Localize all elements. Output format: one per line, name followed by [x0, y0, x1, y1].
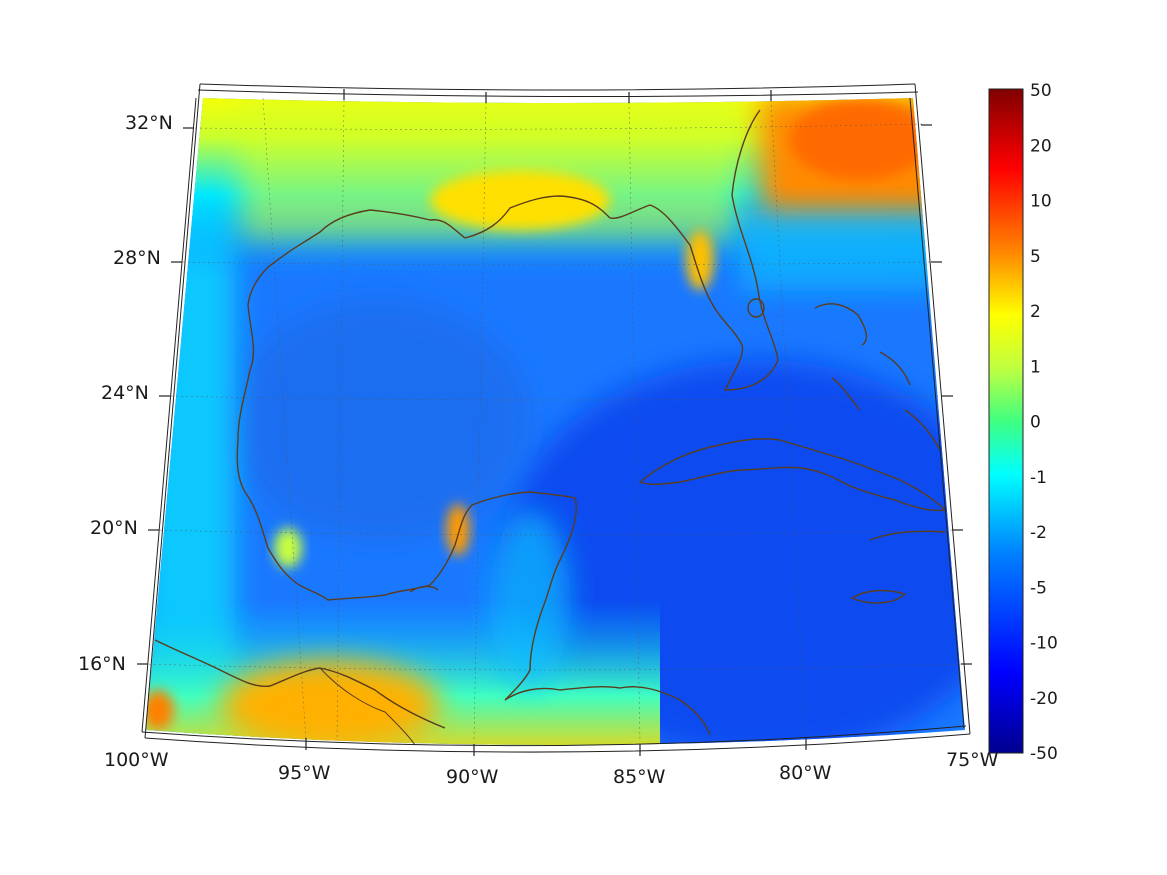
- lon-tick-label-75w: 75°W: [946, 749, 999, 771]
- lat-tick-label-20n: 20°N: [90, 517, 138, 539]
- lat-tick-label-32n: 32°N: [125, 112, 173, 134]
- graticule: [143, 97, 964, 743]
- colorbar-tick-label: -20: [1030, 689, 1058, 709]
- lon-tick-label-80w: 80°W: [779, 762, 832, 784]
- lat-tick-label-24n: 24°N: [101, 382, 149, 404]
- lat-tick-label-16n: 16°N: [78, 653, 126, 675]
- data-field: [146, 98, 965, 745]
- lat-tick-labels: 32°N 28°N 24°N 20°N 16°N: [78, 112, 173, 675]
- colorbar-tick-label: -1: [1030, 468, 1047, 488]
- colorbar-tick-label: -2: [1030, 523, 1047, 543]
- colorbar-tick-label: -50: [1030, 744, 1058, 764]
- colorbar-tick-label: -5: [1030, 578, 1047, 598]
- colorbar-tick-label: 1: [1030, 357, 1041, 377]
- lon-tick-label-85w: 85°W: [613, 766, 666, 788]
- colorbar-gradient: [988, 88, 1024, 754]
- colorbar-tick-label: 50: [1030, 81, 1052, 101]
- lat-tick-label-28n: 28°N: [113, 247, 161, 269]
- colorbar-tick-label: 20: [1030, 136, 1052, 156]
- lon-tick-labels: 100°W 95°W 90°W 85°W 80°W 75°W: [104, 749, 999, 788]
- lon-tick-label-95w: 95°W: [278, 762, 331, 784]
- colorbar-tick-label: 10: [1030, 192, 1052, 212]
- lon-tick-label-90w: 90°W: [446, 766, 499, 788]
- map-frame: [141, 83, 971, 753]
- colorbar-tick-label: 5: [1030, 247, 1041, 267]
- coastlines: [154, 109, 946, 746]
- colorbar-tick-label: -10: [1030, 634, 1058, 654]
- colorbar-tick-label: 2: [1030, 302, 1041, 322]
- colorbar-tick-label: 0: [1030, 413, 1041, 433]
- frame-ticks: [137, 89, 972, 756]
- lon-tick-label-100w: 100°W: [104, 749, 169, 771]
